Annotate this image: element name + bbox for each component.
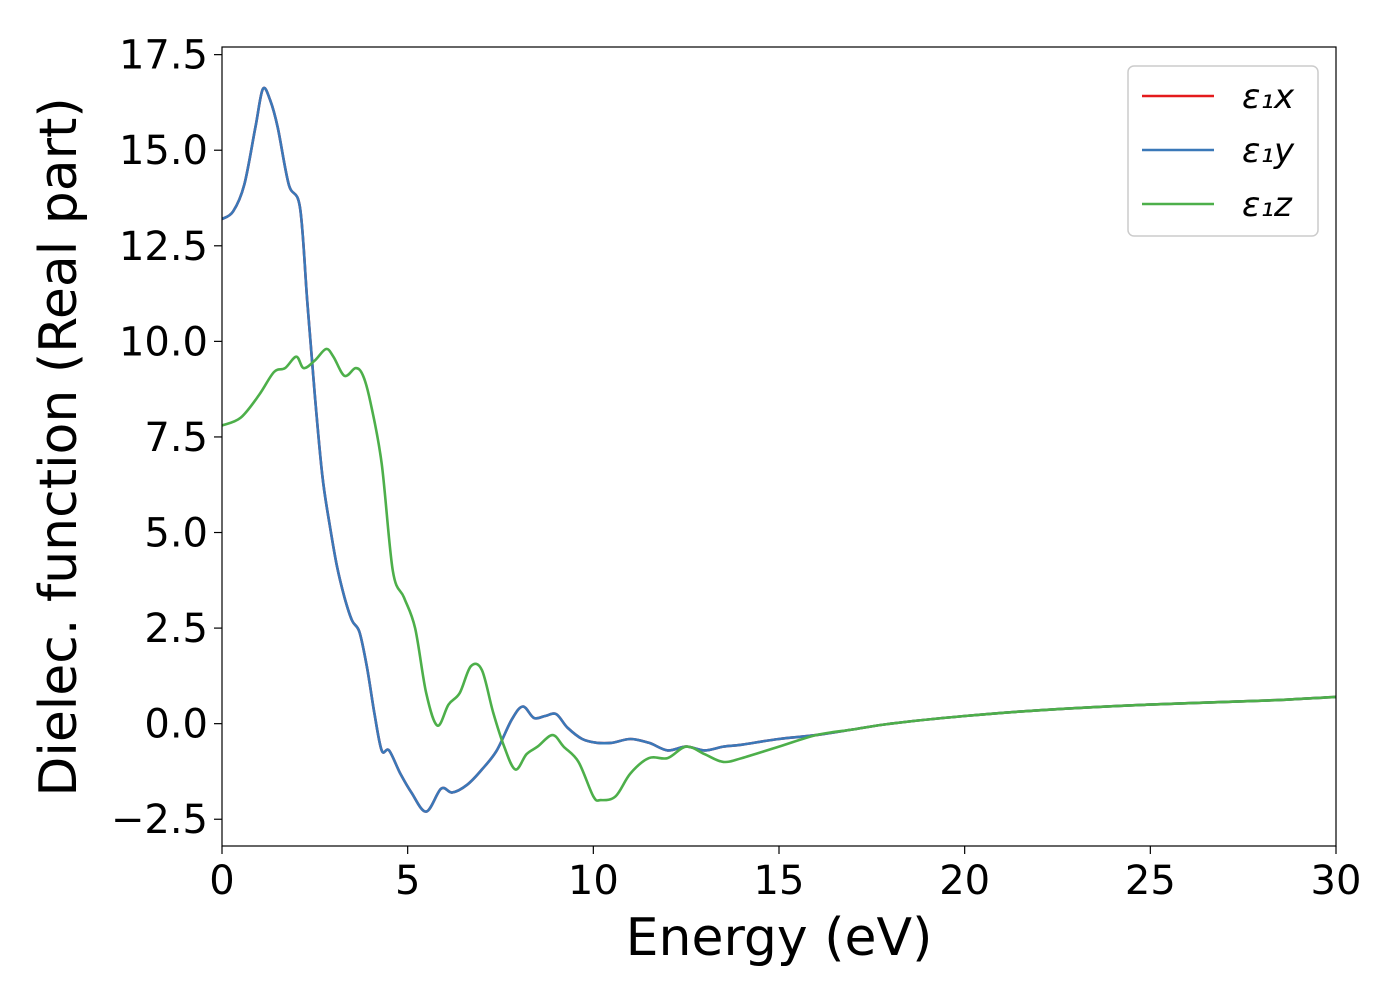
series-line-epsilon1-y	[222, 86, 1336, 813]
y-tick-label: 0.0	[144, 702, 208, 748]
legend: ε₁x ε₁y ε₁z	[1127, 65, 1319, 237]
y-tick-label: −2.5	[111, 797, 208, 843]
x-tick-label: 25	[1125, 858, 1176, 904]
y-tick-label: 2.5	[144, 606, 208, 652]
y-tick-label: 7.5	[144, 415, 208, 461]
y-tick-label: 12.5	[119, 224, 208, 270]
y-tick-label: 17.5	[119, 33, 208, 79]
y-tick-label: 10.0	[119, 319, 208, 365]
legend-box	[1127, 65, 1319, 237]
y-tick-label: 15.0	[119, 128, 208, 174]
series-line-epsilon1-z	[222, 347, 1336, 802]
x-tick-label: 20	[939, 858, 990, 904]
x-tick-label: 10	[568, 858, 619, 904]
legend-label-epsilon1-x: ε₁x	[1242, 77, 1295, 117]
legend-label-epsilon1-y: ε₁y	[1242, 131, 1295, 171]
y-axis-ticks: −2.5 0.0 2.5 5.0 7.5 10.0 12.5 15.0 17.5	[111, 33, 222, 843]
y-tick-label: 5.0	[144, 511, 208, 557]
x-tick-label: 30	[1311, 858, 1362, 904]
series-layer	[222, 86, 1336, 813]
legend-label-epsilon1-z: ε₁z	[1242, 185, 1293, 225]
x-axis-ticks: 0 5 10 15 20 25 30	[209, 846, 1361, 904]
x-tick-label: 5	[395, 858, 420, 904]
x-axis-label: Energy (eV)	[626, 908, 933, 968]
y-axis-label: Dielec. function (Real part)	[29, 97, 89, 796]
x-tick-label: 15	[754, 858, 805, 904]
x-tick-label: 0	[209, 858, 234, 904]
